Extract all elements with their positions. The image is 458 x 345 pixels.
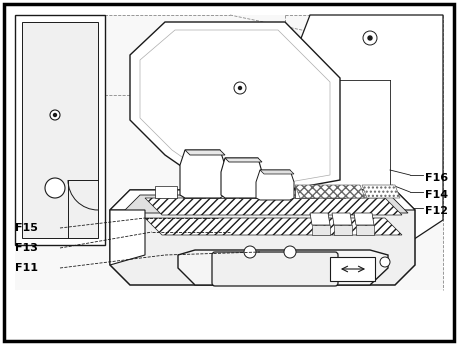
Polygon shape <box>183 186 205 198</box>
Polygon shape <box>334 225 352 235</box>
Text: F16: F16 <box>425 173 448 183</box>
Polygon shape <box>267 186 289 198</box>
Polygon shape <box>310 213 330 225</box>
Polygon shape <box>256 170 294 200</box>
Polygon shape <box>122 195 408 213</box>
Polygon shape <box>180 150 225 198</box>
Bar <box>330 257 375 281</box>
Circle shape <box>54 114 56 117</box>
Polygon shape <box>260 170 294 174</box>
Polygon shape <box>22 22 98 238</box>
Circle shape <box>239 87 241 89</box>
Polygon shape <box>354 213 374 225</box>
Polygon shape <box>15 15 443 290</box>
Polygon shape <box>110 190 415 285</box>
Polygon shape <box>356 225 374 235</box>
Circle shape <box>363 31 377 45</box>
Text: F14: F14 <box>425 190 448 200</box>
Text: F13: F13 <box>15 243 38 253</box>
Polygon shape <box>211 186 233 198</box>
Text: F12: F12 <box>425 206 448 216</box>
Polygon shape <box>15 15 105 245</box>
Circle shape <box>234 82 246 94</box>
Polygon shape <box>295 186 317 198</box>
Polygon shape <box>225 158 262 162</box>
Polygon shape <box>285 15 443 255</box>
Polygon shape <box>323 186 345 198</box>
Polygon shape <box>110 190 415 210</box>
Text: F11: F11 <box>15 263 38 273</box>
Circle shape <box>244 246 256 258</box>
Polygon shape <box>295 185 365 198</box>
Circle shape <box>45 178 65 198</box>
Circle shape <box>380 257 390 267</box>
Polygon shape <box>332 213 352 225</box>
Polygon shape <box>130 22 340 200</box>
Circle shape <box>284 246 296 258</box>
Circle shape <box>368 36 372 40</box>
Polygon shape <box>362 185 400 198</box>
Polygon shape <box>239 186 261 198</box>
Polygon shape <box>178 250 388 285</box>
Text: F15: F15 <box>15 223 38 233</box>
Polygon shape <box>145 198 402 215</box>
Polygon shape <box>155 186 177 198</box>
Polygon shape <box>110 210 145 265</box>
Polygon shape <box>185 150 225 155</box>
Polygon shape <box>145 218 402 235</box>
Polygon shape <box>221 158 262 198</box>
FancyBboxPatch shape <box>212 252 338 286</box>
Circle shape <box>50 110 60 120</box>
Polygon shape <box>312 225 330 235</box>
